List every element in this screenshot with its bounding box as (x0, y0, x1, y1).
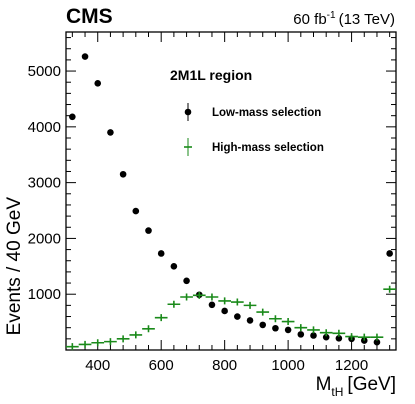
x-axis-title-group: MtH [GeV] (316, 374, 396, 399)
x-tick-label: 1200 (335, 357, 368, 374)
legend-title: 2M1L region (170, 67, 252, 83)
luminosity-value: 60 fb (293, 11, 326, 28)
x-axis-title-main: M (316, 374, 332, 395)
high-mass-point (154, 314, 168, 322)
high-mass-point (332, 329, 346, 337)
low-mass-point (373, 338, 381, 346)
high-mass-point (383, 285, 396, 293)
x-axis-title-sub: tH (331, 385, 343, 399)
high-mass-point (205, 293, 219, 301)
luminosity-energy: (13 TeV) (339, 11, 395, 28)
legend-label: High-mass selection (212, 142, 324, 154)
low-mass-point (170, 263, 178, 270)
x-axis-title-units: [GeV] (347, 374, 396, 395)
y-axis-title: Events / 40 GeV (4, 197, 25, 336)
axis-ticks (66, 32, 396, 350)
legend-label: Low-mass selection (212, 107, 321, 119)
high-mass-point (357, 333, 371, 341)
y-tick-label: 3000 (28, 175, 61, 192)
series-high-mass (66, 285, 396, 351)
low-mass-point (157, 250, 165, 257)
x-axis-title: MtH [GeV] (316, 374, 396, 399)
low-mass-point (284, 326, 292, 334)
high-mass-point (319, 329, 333, 337)
series-low-mass (69, 53, 393, 346)
low-mass-point (107, 129, 114, 136)
high-mass-point (91, 339, 105, 347)
low-mass-point (234, 313, 241, 320)
luminosity-label: 60 fb-1 (13 TeV) (293, 10, 395, 28)
plot-frame (65, 31, 397, 351)
high-mass-point (129, 331, 143, 339)
high-mass-point (269, 315, 282, 323)
y-tick-label: 1000 (28, 286, 61, 303)
legend-items: Low-mass selection High-mass selection (184, 103, 324, 156)
x-tick-label: 1000 (271, 357, 304, 374)
high-mass-point (104, 338, 117, 346)
x-tick-label: 800 (212, 357, 237, 374)
chart-header: CMS 60 fb-1 (13 TeV) (66, 5, 395, 28)
low-mass-point (335, 334, 343, 342)
low-mass-point (81, 53, 89, 60)
high-mass-point (66, 343, 79, 351)
legend: 2M1L region Low-mass selection High-mass … (170, 67, 324, 156)
high-mass-point (142, 325, 155, 333)
y-tick-label: 4000 (28, 119, 61, 136)
low-mass-point (246, 317, 254, 324)
experiment-label: CMS (66, 5, 113, 28)
low-mass-point (322, 333, 330, 341)
legend-marker-circle (184, 108, 192, 116)
high-mass-point (192, 291, 206, 299)
low-mass-point (297, 331, 305, 338)
low-mass-point (310, 332, 317, 339)
high-mass-point (370, 333, 384, 341)
low-mass-point (132, 207, 140, 215)
low-mass-point (386, 250, 393, 257)
low-mass-point (69, 113, 76, 121)
low-mass-point (119, 170, 127, 178)
high-mass-point (243, 301, 257, 309)
y-tick-label: 5000 (28, 63, 61, 80)
y-tick-label: 2000 (28, 230, 61, 247)
high-mass-point (294, 324, 308, 332)
high-mass-point (180, 293, 193, 301)
high-mass-point (307, 326, 320, 334)
high-mass-point (218, 297, 231, 305)
x-tick-label: 400 (85, 357, 110, 374)
x-tick-label: 600 (149, 357, 174, 374)
tick-labels: 400 600 800 1000 1200 1000 2000 3000 4000 5000 (28, 63, 369, 374)
low-mass-point (94, 80, 102, 87)
low-mass-point (272, 324, 279, 332)
high-mass-point (231, 298, 244, 306)
high-mass-point (256, 308, 270, 316)
low-mass-point (145, 227, 152, 234)
high-mass-point (116, 335, 130, 343)
high-mass-point (345, 333, 358, 341)
data-points (66, 53, 396, 351)
luminosity-exponent: -1 (327, 10, 336, 21)
high-mass-point (78, 340, 92, 348)
low-mass-point (259, 321, 267, 329)
high-mass-point (281, 318, 295, 326)
y-axis-title-group: Events / 40 GeV (4, 197, 25, 336)
high-mass-point (167, 300, 181, 308)
low-mass-point (183, 277, 190, 285)
low-mass-point (208, 301, 216, 309)
low-mass-point (221, 307, 228, 315)
